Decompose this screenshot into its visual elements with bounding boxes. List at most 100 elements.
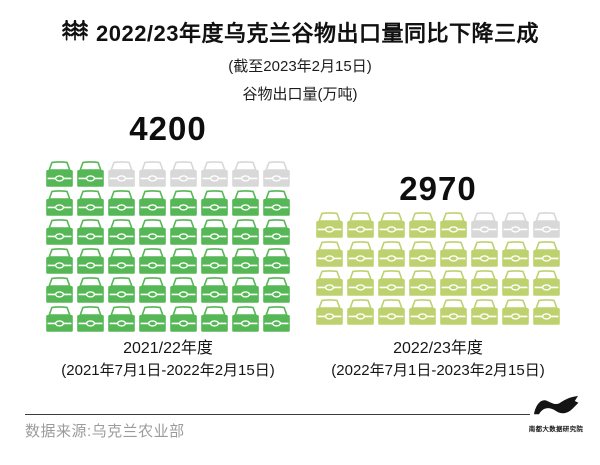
- grain-sack-icon: [76, 219, 105, 246]
- grain-sack-icon: [200, 190, 229, 217]
- grain-sack-icon: [315, 212, 344, 239]
- grain-sack-icon: [532, 241, 561, 268]
- grain-sack-icon: [200, 306, 229, 333]
- grain-sack-icon: [470, 299, 499, 326]
- grain-sack-icon: [169, 190, 198, 217]
- category-label-2021-22: 2021/22年度: [123, 340, 213, 357]
- grain-sack-icon: [200, 248, 229, 275]
- grain-sack-icon: [138, 248, 167, 275]
- grain-sack-icon-empty: [169, 161, 198, 188]
- grain-sack-icon: [138, 190, 167, 217]
- grain-sack-icon: [346, 270, 375, 297]
- grain-sack-icon: [45, 306, 74, 333]
- grain-sack-icon: [501, 270, 530, 297]
- grain-sack-icon: [138, 219, 167, 246]
- footer-divider: [25, 414, 530, 415]
- grain-sack-icon: [138, 277, 167, 304]
- grain-sack-icon: [262, 190, 291, 217]
- unit-label: 谷物出口量(万吨): [242, 86, 358, 103]
- grain-sack-icon-empty: [262, 161, 291, 188]
- grain-sack-icon-empty: [200, 161, 229, 188]
- grain-sack-icon: [346, 241, 375, 268]
- grain-sack-icon: [107, 248, 136, 275]
- grain-sack-icon-empty: [501, 212, 530, 239]
- grain-sack-icon: [169, 219, 198, 246]
- grain-sack-icon: [439, 299, 468, 326]
- grain-sack-icon: [346, 212, 375, 239]
- logo-swoosh-icon: [531, 395, 581, 422]
- chart-block-2022-23: 2970 2022/23年度 (2022年7月1日-2023年2月15日): [314, 170, 562, 380]
- grain-sack-icon-empty: [470, 212, 499, 239]
- grain-sack-icon: [169, 248, 198, 275]
- grain-sack-icon-empty: [107, 161, 136, 188]
- grain-sack-icon: [169, 277, 198, 304]
- grain-sack-icon: [408, 241, 437, 268]
- grain-sack-icon: [200, 277, 229, 304]
- value-label-2021-22: 4200: [129, 110, 207, 147]
- grain-sack-icon: [45, 161, 74, 188]
- source-label: 数据来源:乌克兰农业部: [25, 423, 185, 440]
- grain-sack-icon: [169, 306, 198, 333]
- grain-sack-icon: [439, 241, 468, 268]
- chart-block-2021-22: 4200 2021/22年度 (2021年7月1日-2022年2月15日): [44, 110, 292, 380]
- grain-sack-icon: [315, 241, 344, 268]
- subtitle: (截至2023年2月15日): [228, 58, 372, 75]
- grain-sack-icon: [315, 270, 344, 297]
- icon-grid-2022-23: [314, 212, 562, 326]
- grain-sack-icon: [76, 161, 105, 188]
- grain-sack-icon: [262, 306, 291, 333]
- grain-sack-icon: [470, 241, 499, 268]
- grain-sack-icon: [45, 248, 74, 275]
- grain-sack-icon: [315, 299, 344, 326]
- grain-sack-icon: [76, 248, 105, 275]
- grain-sack-icon: [262, 248, 291, 275]
- grain-sack-icon: [107, 306, 136, 333]
- grain-sack-icon: [439, 212, 468, 239]
- grain-sack-icon: [231, 248, 260, 275]
- grain-sack-icon: [231, 190, 260, 217]
- grain-sack-icon: [377, 299, 406, 326]
- grain-sack-icon: [262, 277, 291, 304]
- grain-sack-icon-empty: [231, 161, 260, 188]
- grain-sack-icon: [76, 277, 105, 304]
- logo-text: 南都大数据研究院: [528, 426, 584, 433]
- grain-sack-icon: [439, 270, 468, 297]
- grain-sack-icon: [377, 270, 406, 297]
- title-row: 2022/23年度乌克兰谷物出口量同比下降三成: [0, 16, 600, 48]
- grain-sack-icon: [470, 270, 499, 297]
- grain-sack-icon: [231, 306, 260, 333]
- grain-sack-icon: [45, 219, 74, 246]
- publisher-logo: 南都大数据研究院: [524, 395, 588, 433]
- grain-sack-icon: [377, 212, 406, 239]
- grain-sack-icon: [532, 299, 561, 326]
- page-title: 2022/23年度乌克兰谷物出口量同比下降三成: [95, 21, 540, 46]
- grain-sack-icon: [45, 190, 74, 217]
- wheat-icon: [61, 17, 89, 47]
- grain-sack-icon: [408, 212, 437, 239]
- grain-sack-icon: [377, 241, 406, 268]
- grain-sack-icon: [138, 306, 167, 333]
- grain-sack-icon: [346, 299, 375, 326]
- grain-sack-icon: [231, 219, 260, 246]
- header: 2022/23年度乌克兰谷物出口量同比下降三成 (截至2023年2月15日) 谷…: [0, 16, 600, 104]
- grain-sack-icon: [107, 219, 136, 246]
- grain-sack-icon-empty: [532, 212, 561, 239]
- grain-sack-icon: [107, 277, 136, 304]
- grain-sack-icon: [76, 190, 105, 217]
- grain-sack-icon: [501, 299, 530, 326]
- category-label-2022-23: 2022/23年度: [393, 340, 483, 357]
- grain-sack-icon: [532, 270, 561, 297]
- grain-sack-icon: [231, 277, 260, 304]
- grain-sack-icon: [501, 241, 530, 268]
- grain-sack-icon: [408, 299, 437, 326]
- grain-sack-icon: [76, 306, 105, 333]
- value-label-2022-23: 2970: [399, 170, 477, 207]
- period-label-2022-23: (2022年7月1日-2023年2月15日): [331, 362, 545, 379]
- grain-sack-icon: [408, 270, 437, 297]
- period-label-2021-22: (2021年7月1日-2022年2月15日): [61, 362, 275, 379]
- grain-sack-icon-empty: [138, 161, 167, 188]
- icon-grid-2021-22: [44, 161, 292, 333]
- grain-sack-icon: [45, 277, 74, 304]
- grain-sack-icon: [262, 219, 291, 246]
